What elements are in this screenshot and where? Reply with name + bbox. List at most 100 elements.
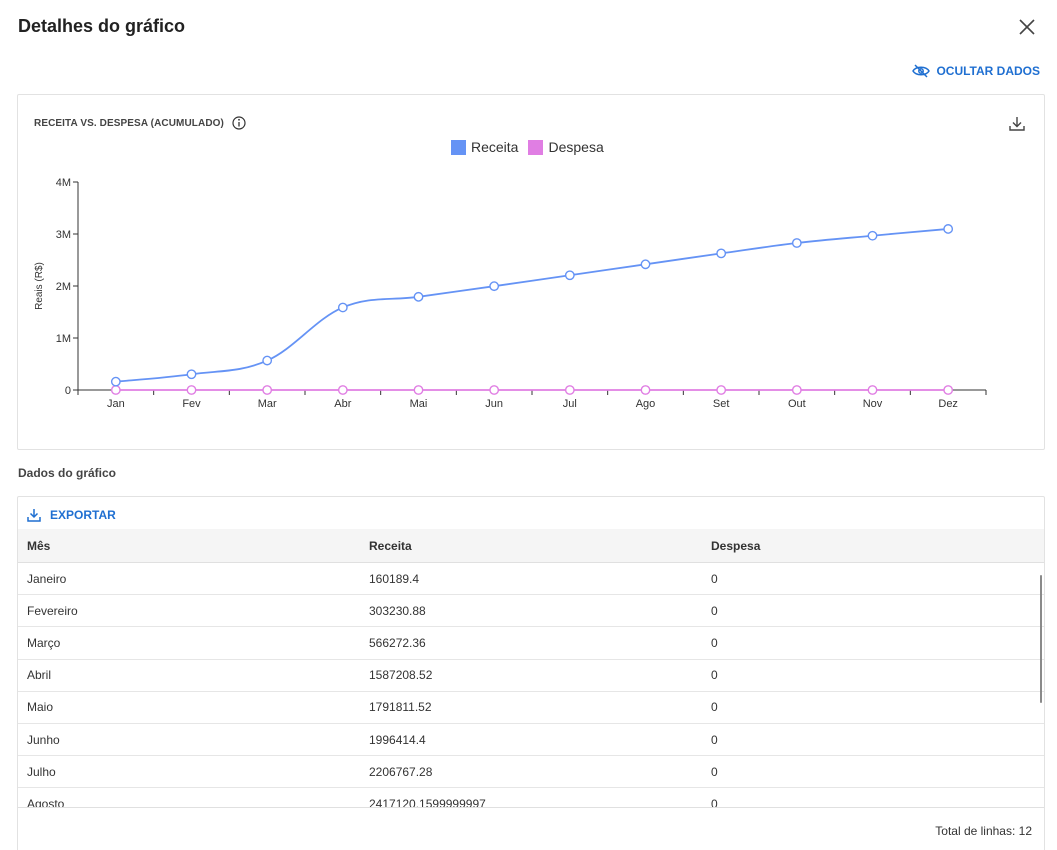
hide-data-button[interactable]: OCULTAR DADOS — [912, 64, 1040, 78]
cell-receita: 160189.4 — [369, 571, 420, 586]
legend-label-receita: Receita — [471, 139, 519, 155]
table-row: Maio 1791811.52 0 — [18, 692, 1044, 724]
cell-mes: Abril — [27, 668, 52, 683]
export-button[interactable]: EXPORTAR — [26, 507, 116, 523]
point-receita — [489, 281, 500, 292]
x-tick-label: Dez — [938, 398, 958, 410]
chart-card: RECEITA VS. DESPESA (ACUMULADO) Receita … — [17, 94, 1045, 450]
cell-despesa: 0 — [711, 732, 718, 747]
cell-despesa: 0 — [711, 796, 718, 807]
x-tick-label: Mar — [258, 398, 277, 410]
point-despesa — [943, 385, 954, 395]
table-footer: Total de linhas: 12 — [18, 807, 1044, 850]
point-despesa — [186, 385, 197, 395]
line-chart: 0 1M 2M 3M 4M Reais (R$) Jan Fev Mar Abr Mai Jun Jul… — [34, 177, 987, 410]
cell-receita: 1996414.4 — [369, 732, 426, 747]
x-tick-label: Nov — [863, 398, 883, 410]
point-receita — [337, 302, 348, 313]
y-tick-label: 4M — [56, 177, 71, 189]
table-row: Janeiro 160189.4 0 — [18, 563, 1044, 596]
cell-despesa: 0 — [711, 603, 718, 618]
close-button[interactable] — [1014, 14, 1040, 40]
point-despesa — [489, 385, 500, 395]
legend-swatch-despesa — [528, 139, 544, 155]
point-despesa — [716, 385, 727, 395]
cell-mes: Junho — [27, 732, 60, 747]
cell-mes: Maio — [27, 700, 54, 715]
cell-receita: 2417120.1599999997 — [369, 796, 486, 807]
dialog-title: Detalhes do gráfico — [18, 16, 186, 36]
point-despesa — [564, 385, 575, 395]
cell-despesa: 0 — [711, 635, 718, 650]
info-icon[interactable] — [232, 116, 246, 130]
x-tick-label: Abr — [334, 398, 351, 410]
column-header-despesa[interactable]: Despesa — [711, 538, 761, 553]
point-receita — [564, 270, 575, 281]
series-line-receita — [115, 228, 949, 383]
point-receita — [640, 259, 651, 270]
eye-off-icon — [912, 64, 931, 78]
total-rows: Total de linhas: 12 — [935, 824, 1032, 838]
y-axis-label: Reais (R$) — [34, 262, 45, 310]
point-despesa — [337, 385, 348, 395]
legend-item-despesa[interactable]: Despesa — [528, 139, 604, 155]
download-chart-button[interactable] — [1007, 114, 1027, 134]
table-row: Fevereiro 303230.88 0 — [18, 595, 1044, 628]
close-icon — [1019, 19, 1035, 35]
x-tick-label: Set — [713, 398, 730, 410]
table-row: Junho 1996414.4 0 — [18, 724, 1044, 757]
x-tick-label: Jul — [563, 398, 577, 410]
point-receita — [413, 291, 424, 302]
point-receita — [943, 224, 954, 234]
data-table-card: EXPORTAR Mês Receita Despesa Janeiro 1601… — [17, 496, 1045, 850]
table-header: Mês Receita Despesa — [18, 529, 1044, 563]
x-tick-label: Jun — [485, 398, 503, 410]
legend-label-despesa: Despesa — [548, 139, 604, 155]
table-row: Abril 1587208.52 0 — [18, 660, 1044, 692]
cell-despesa: 0 — [711, 700, 718, 715]
cell-receita: 1791811.52 — [369, 700, 432, 715]
cell-receita: 1587208.52 — [369, 668, 433, 683]
export-label: EXPORTAR — [50, 508, 116, 522]
y-tick-label: 1M — [56, 333, 71, 345]
table-body: Janeiro 160189.4 0 Fevereiro 303230.88 0 Março… — [18, 563, 1044, 807]
chart-title: RECEITA VS. DESPESA (ACUMULADO) — [34, 117, 224, 129]
point-receita — [867, 230, 878, 241]
y-tick-label: 3M — [56, 229, 71, 241]
point-receita — [110, 376, 121, 387]
legend-item-receita[interactable]: Receita — [451, 139, 518, 155]
point-despesa — [640, 385, 651, 395]
x-tick-label: Ago — [636, 398, 656, 410]
point-despesa — [413, 385, 424, 395]
column-header-mes[interactable]: Mês — [27, 538, 51, 553]
y-tick-label: 2M — [56, 281, 71, 293]
point-despesa — [110, 385, 121, 395]
cell-despesa: 0 — [711, 571, 718, 586]
cell-despesa: 0 — [711, 764, 718, 779]
cell-mes: Julho — [27, 764, 56, 779]
chart-legend: Receita Despesa — [451, 139, 604, 155]
point-despesa — [791, 385, 802, 395]
download-icon — [27, 509, 41, 522]
x-tick-label: Out — [788, 398, 806, 410]
cell-mes: Fevereiro — [27, 603, 78, 618]
point-receita — [186, 369, 197, 380]
data-section-heading: Dados do gráfico — [18, 466, 117, 480]
cell-receita: 566272.36 — [369, 635, 426, 650]
table-scrollbar[interactable] — [1040, 575, 1042, 703]
x-tick-label: Mai — [410, 398, 428, 410]
download-icon — [1009, 117, 1025, 131]
x-tick-label: Jan — [107, 398, 125, 410]
column-header-receita[interactable]: Receita — [369, 538, 412, 553]
point-despesa — [867, 385, 878, 395]
cell-receita: 303230.88 — [369, 603, 426, 618]
y-tick-label: 0 — [65, 385, 71, 397]
x-tick-label: Fev — [182, 398, 201, 410]
chart-title-wrap: RECEITA VS. DESPESA (ACUMULADO) — [34, 116, 246, 130]
table-row: Agosto 2417120.1599999997 0 — [18, 788, 1044, 807]
cell-mes: Janeiro — [27, 571, 67, 586]
cell-receita: 2206767.28 — [369, 764, 433, 779]
cell-mes: Agosto — [27, 796, 65, 807]
point-despesa — [262, 385, 273, 395]
point-receita — [791, 238, 802, 248]
